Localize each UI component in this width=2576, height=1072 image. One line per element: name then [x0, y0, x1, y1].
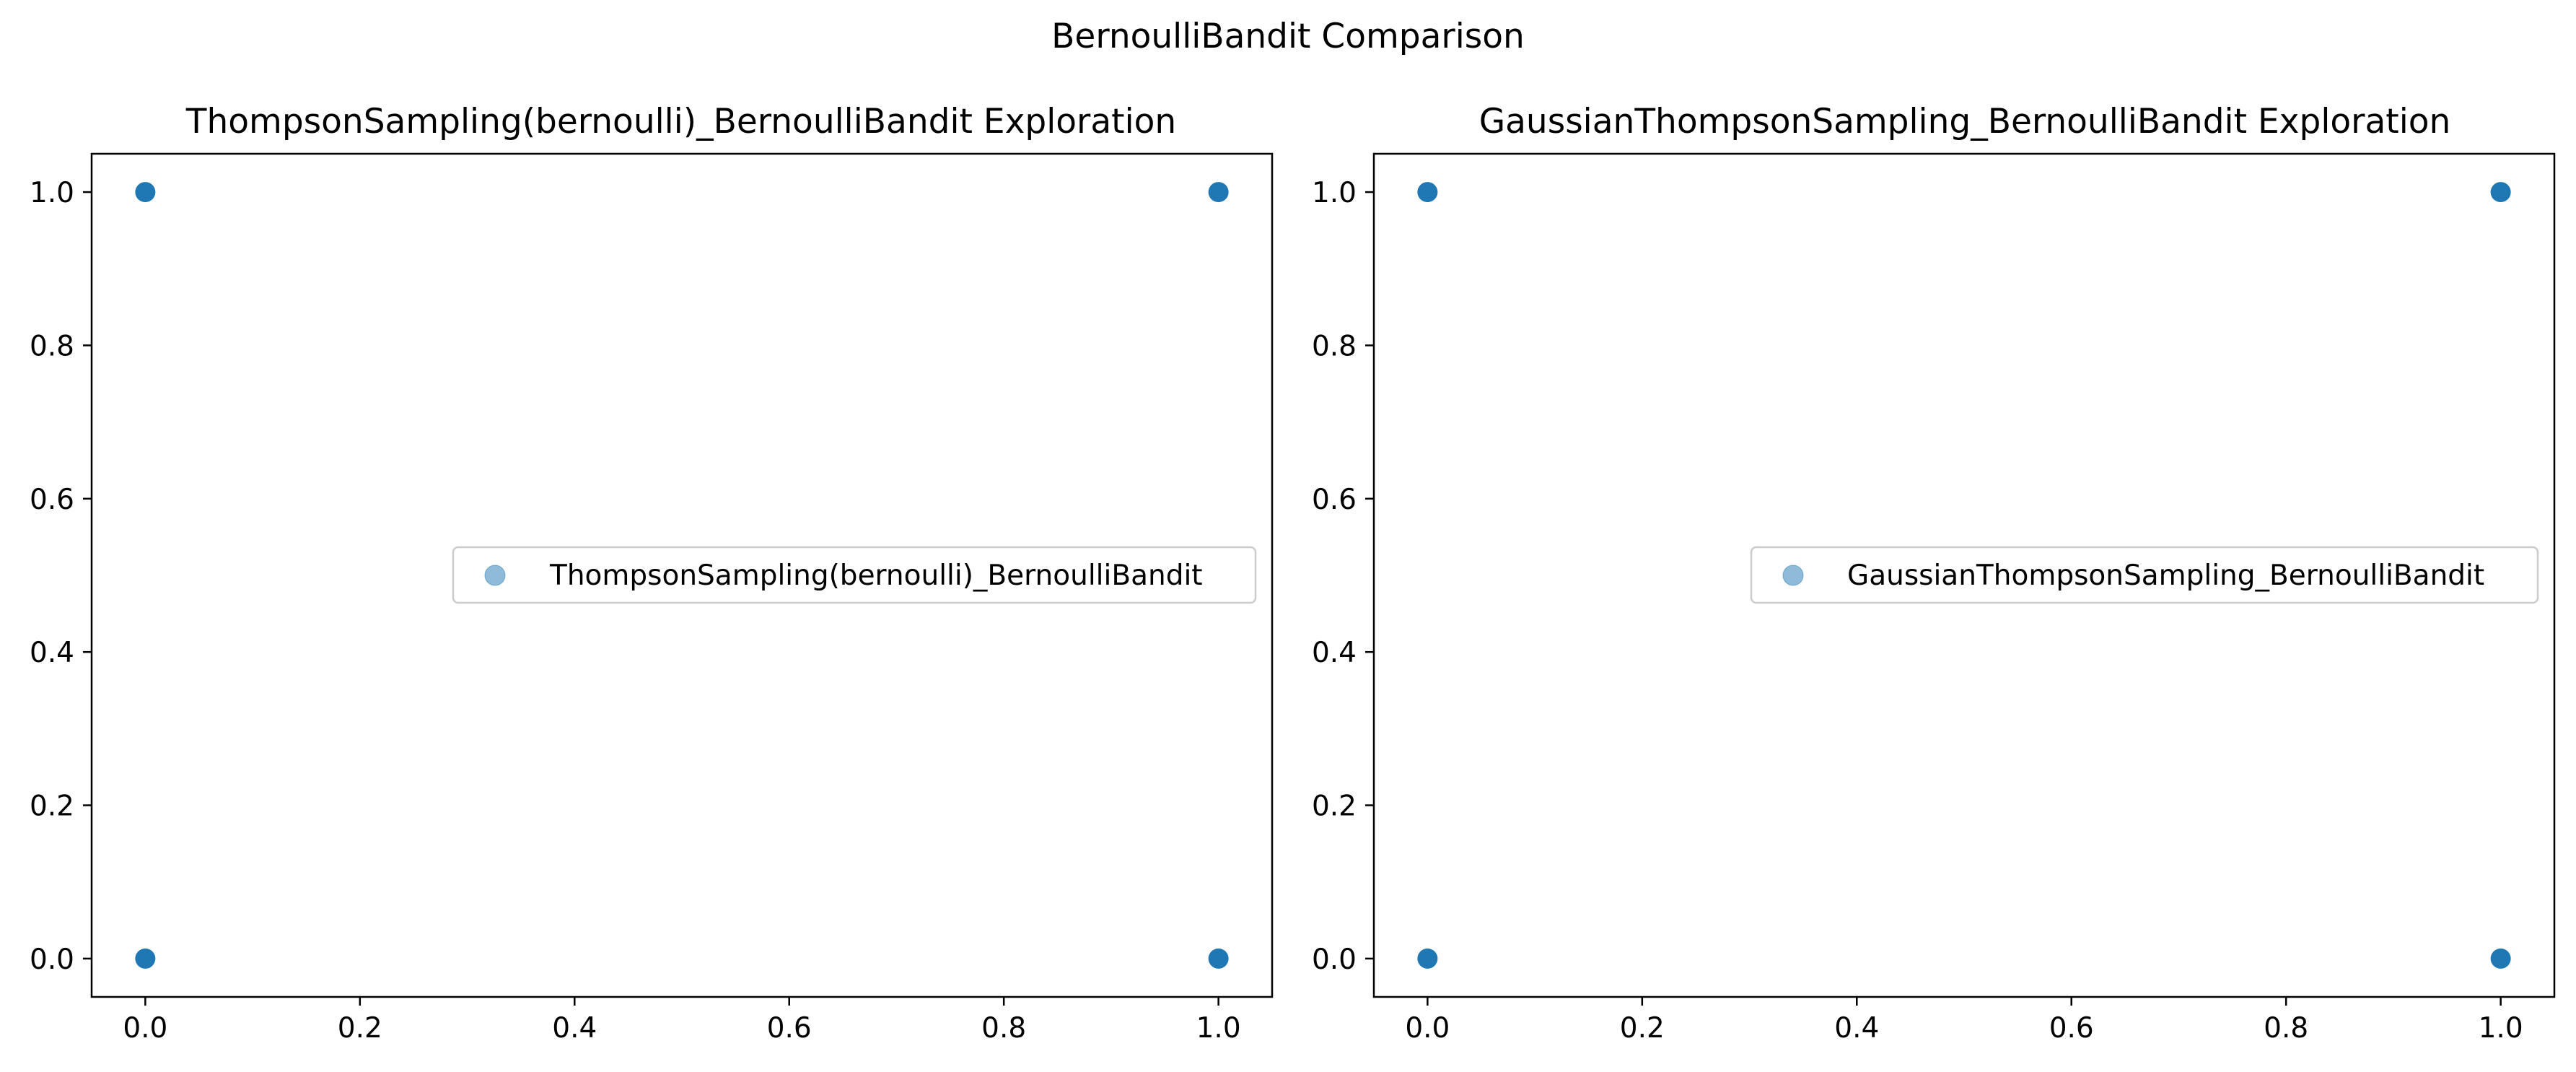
x-tick-label: 0.0 — [1405, 1012, 1450, 1045]
x-tick-label: 0.6 — [767, 1012, 812, 1045]
figure-suptitle: BernoulliBandit Comparison — [1051, 17, 1525, 56]
x-tick-label: 0.4 — [552, 1012, 597, 1045]
x-tick-label: 1.0 — [2479, 1012, 2523, 1045]
y-tick-label: 1.0 — [30, 177, 74, 209]
y-axis-ticks: 0.0 0.2 0.4 0.6 0.8 1.0 — [30, 177, 92, 976]
scatter-point — [1208, 182, 1229, 203]
x-tick-label: 0.8 — [981, 1012, 1026, 1045]
y-tick-label: 0.4 — [1312, 637, 1357, 669]
axes-frame — [1372, 152, 2556, 998]
y-tick-label: 0.2 — [1312, 790, 1357, 823]
y-axis-ticks: 0.0 0.2 0.4 0.6 0.8 1.0 — [1312, 177, 1374, 976]
scatter-point — [135, 182, 156, 203]
y-tick-label: 0.4 — [30, 637, 74, 669]
x-tick-label: 0.8 — [2264, 1012, 2308, 1045]
y-tick-label: 0.0 — [1312, 944, 1357, 976]
x-axis-ticks: 0.0 0.2 0.4 0.6 0.8 1.0 — [1405, 997, 2523, 1045]
scatter-marks — [135, 182, 1229, 969]
y-tick-label: 0.2 — [30, 790, 74, 823]
x-tick-label: 0.6 — [2049, 1012, 2094, 1045]
scatter-point — [2490, 182, 2511, 203]
scatter-point — [1417, 948, 1438, 969]
scatter-point — [2490, 948, 2511, 969]
subplot-gaussian-thompson-sampling: GaussianThompsonSampling_BernoulliBandit… — [1312, 102, 2556, 1045]
x-tick-label: 1.0 — [1196, 1012, 1241, 1045]
scatter-marks — [1417, 182, 2511, 969]
x-axis-ticks: 0.0 0.2 0.4 0.6 0.8 1.0 — [123, 997, 1241, 1045]
legend-marker — [1782, 565, 1804, 586]
legend-entry-label: GaussianThompsonSampling_BernoulliBandit — [1847, 559, 2484, 592]
legend-marker — [484, 565, 506, 586]
y-tick-label: 0.0 — [30, 944, 74, 976]
y-tick-label: 0.6 — [1312, 484, 1357, 516]
subplot-title: GaussianThompsonSampling_BernoulliBandit… — [1479, 102, 2451, 141]
y-tick-label: 0.8 — [30, 330, 74, 362]
x-tick-label: 0.4 — [1834, 1012, 1879, 1045]
x-tick-label: 0.2 — [1620, 1012, 1665, 1045]
legend: ThompsonSampling(bernoulli)_BernoulliBan… — [452, 546, 1257, 604]
subplot-title: ThompsonSampling(bernoulli)_BernoulliBan… — [185, 102, 1176, 141]
scatter-point — [135, 948, 156, 969]
x-tick-label: 0.0 — [123, 1012, 167, 1045]
x-tick-label: 0.2 — [338, 1012, 382, 1045]
axes-frame — [90, 152, 1274, 998]
legend-box — [1750, 546, 2539, 604]
y-tick-label: 0.6 — [30, 484, 74, 516]
y-tick-label: 1.0 — [1312, 177, 1357, 209]
subplot-thompson-sampling: ThompsonSampling(bernoulli)_BernoulliBan… — [30, 102, 1274, 1045]
legend-box — [452, 546, 1257, 604]
scatter-point — [1208, 948, 1229, 969]
legend-entry-label: ThompsonSampling(bernoulli)_BernoulliBan… — [549, 559, 1203, 592]
y-tick-label: 0.8 — [1312, 330, 1357, 362]
legend: GaussianThompsonSampling_BernoulliBandit — [1750, 546, 2539, 604]
scatter-point — [1417, 182, 1438, 203]
